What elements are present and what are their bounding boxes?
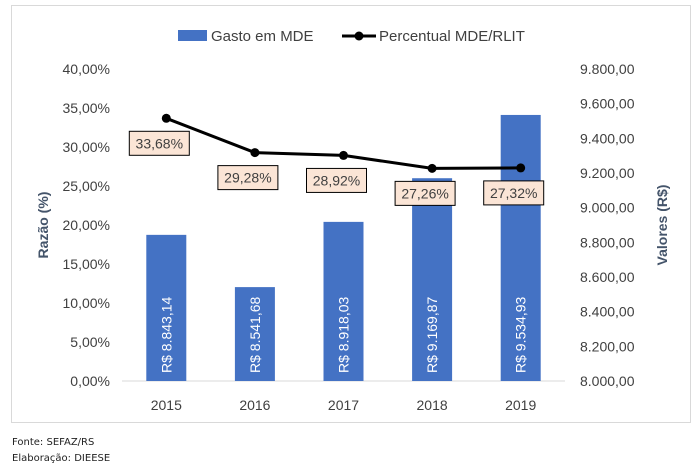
line-point [161,113,171,123]
line-label-box [217,165,279,191]
left-tick-label: 40,00% [63,61,110,77]
source-note: Fonte: SEFAZ/RS [12,437,95,448]
line-label-box [128,130,190,156]
line-point [516,163,526,173]
right-tick-label: 9.400,00 [580,130,635,146]
bar-value-label: R$ 8.541,68 [247,297,263,373]
right-tick-label: 8.800,00 [580,234,635,250]
bar-value-label: R$ 8.843,14 [158,297,174,373]
line-point [427,163,437,173]
combo-chart: Gasto em MDE Percentual MDE/RLIT 0,00% 5,0… [35,28,670,413]
left-tick-label: 10,00% [63,295,110,311]
left-tick-label: 0,00% [70,373,110,389]
left-axis: 0,00% 5,00% 10,00% 15,00% 20,00% 25,00% 30,00%… [35,61,110,389]
right-tick-label: 9.000,00 [580,200,635,216]
left-tick-label: 30,00% [63,139,110,155]
right-tick-label: 8.400,00 [580,304,635,320]
right-axis: 8.000,00 8.200,00 8.400,00 8.600,00 8.800,00… [580,61,670,389]
right-tick-label: 8.600,00 [580,269,635,285]
left-tick-label: 25,00% [63,178,110,194]
line-point [250,148,260,158]
line-value-label: 27,26% [401,185,448,201]
bar [234,287,275,381]
right-tick-label: 8.200,00 [580,338,635,354]
chart-frame [11,5,691,423]
bar-value-label: R$ 8.918,03 [336,297,352,373]
left-tick-label: 15,00% [63,256,110,272]
right-axis-title: Valores (R$) [654,185,670,266]
x-tick-label: 2017 [328,397,359,413]
line-label-box [394,180,456,206]
right-tick-label: 8.000,00 [580,373,635,389]
legend-swatch-marker [354,31,364,41]
credit-note: Elaboração: DIEESE [12,453,111,464]
left-tick-label: 20,00% [63,217,110,233]
legend-label-bar: Gasto em MDE [211,28,314,45]
x-tick-label: 2015 [151,397,182,413]
x-tick-label: 2016 [239,397,270,413]
x-tick-label: 2019 [505,397,536,413]
x-tick-label: 2018 [417,397,448,413]
bar-series: R$ 8.843,14 R$ 8.541,68 R$ 8.918,03 R$ 9.16… [146,114,541,381]
line-value-label: 27,32% [490,185,537,201]
line-value-label: 28,92% [313,172,360,188]
left-axis-title: Razão (%) [35,192,51,259]
right-tick-label: 9.600,00 [580,96,635,112]
line-value-label: 29,28% [224,170,271,186]
line-value-label: 33,68% [136,135,183,151]
left-tick-label: 5,00% [70,334,110,350]
left-tick-label: 35,00% [63,100,110,116]
x-axis: 2015 2016 2017 2018 2019 [122,380,565,413]
bar [146,234,187,381]
line-point [339,150,348,160]
bar-value-label: R$ 9.169,87 [424,297,440,373]
bar [323,221,364,381]
data-labels: 33,68% 29,28% 28,92% 27,26% 27,32% [128,130,545,206]
line-path [165,116,521,170]
line-series [161,113,526,173]
bar [412,178,453,381]
legend: Gasto em MDE Percentual MDE/RLIT [178,28,525,45]
line-label-box [483,180,545,206]
line-label-box [306,167,367,193]
legend-swatch-bar [178,30,207,41]
right-tick-label: 9.200,00 [580,165,635,181]
right-tick-label: 9.800,00 [580,61,635,77]
legend-label-line: Percentual MDE/RLIT [379,28,525,45]
bar [500,114,541,381]
bar-value-label: R$ 9.534,93 [513,297,529,373]
